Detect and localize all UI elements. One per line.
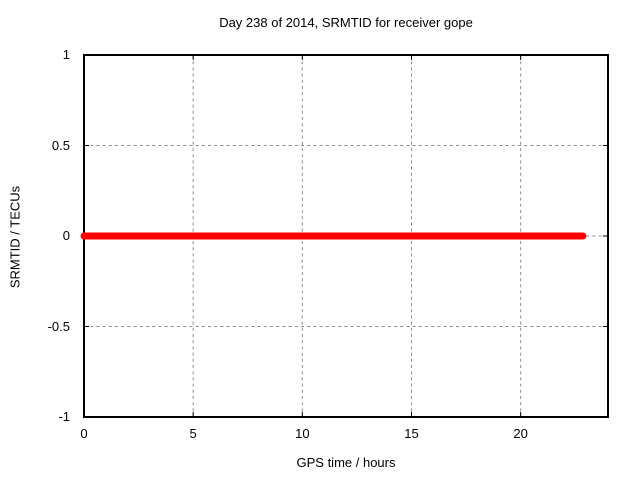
y-tick-label: 0.5 (51, 137, 70, 153)
x-tick-label: 5 (189, 426, 197, 441)
x-tick-label: 20 (513, 426, 528, 441)
x-axis-label: GPS time / hours (296, 455, 396, 470)
y-tick-label: 0 (62, 228, 70, 243)
y-tick-label: 1 (62, 47, 70, 62)
y-tick-label: -0.5 (47, 318, 70, 334)
y-tick-label: -1 (58, 409, 70, 424)
x-tick-label: 15 (404, 426, 419, 441)
x-tick-label: 0 (80, 426, 88, 441)
x-tick-label: 10 (295, 426, 310, 441)
chart-title: Day 238 of 2014, SRMTID for receiver gop… (219, 15, 473, 30)
